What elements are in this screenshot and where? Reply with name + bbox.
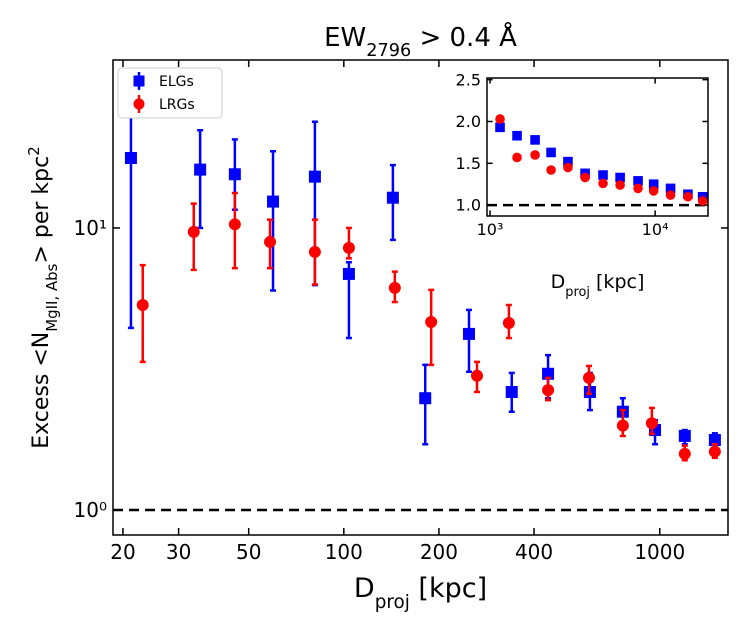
marker — [678, 429, 691, 442]
marker — [267, 195, 280, 208]
marker — [419, 392, 432, 405]
y-axis-label-part: Excess <N — [29, 332, 54, 449]
marker — [665, 190, 676, 200]
x-axis-label-part: D — [354, 573, 375, 604]
legend-marker — [133, 98, 145, 110]
marker — [388, 281, 401, 294]
x-tick-label: 200 — [420, 540, 458, 564]
inset-x-axis-label-part: proj — [565, 285, 590, 300]
marker — [683, 191, 693, 202]
marker — [546, 147, 556, 158]
legend-label: LRGs — [159, 97, 195, 113]
marker — [530, 150, 540, 160]
marker — [708, 445, 721, 458]
x-tick-label: 10³ — [477, 220, 504, 239]
inset-x-axis-label-part: D — [551, 271, 566, 293]
marker — [615, 172, 625, 183]
marker — [563, 162, 573, 173]
marker — [616, 419, 629, 432]
x-tick-label: 50 — [236, 540, 261, 564]
chart-title: EW2796 > 0.4 Å — [324, 21, 517, 61]
marker — [512, 130, 522, 141]
marker — [136, 299, 149, 312]
marker — [615, 180, 625, 190]
y-axis-label-part: MgII, Abs — [43, 263, 61, 331]
marker — [665, 183, 676, 194]
marker — [495, 122, 505, 133]
x-tick-label: 400 — [515, 540, 553, 564]
marker — [678, 447, 691, 460]
x-axis-label-part: [kpc] — [410, 573, 487, 604]
marker — [598, 178, 608, 189]
marker — [598, 170, 608, 180]
marker — [645, 417, 658, 430]
y-tick-label: 1.5 — [456, 154, 481, 173]
chart-title-part: 2796 — [366, 41, 411, 61]
axes-frame — [112, 59, 729, 536]
y-tick-label: 2.5 — [456, 70, 481, 89]
inset-x-axis-label: Dproj [kpc] — [551, 271, 645, 300]
marker — [505, 385, 518, 398]
marker — [582, 371, 595, 384]
marker — [697, 196, 708, 206]
marker — [542, 384, 555, 397]
marker — [563, 156, 573, 167]
marker — [462, 327, 475, 340]
y-tick-label: 10¹ — [74, 216, 107, 240]
marker — [425, 315, 438, 328]
marker — [471, 369, 484, 382]
marker — [512, 152, 522, 163]
marker — [342, 241, 355, 254]
x-tick-label: 20 — [110, 540, 135, 564]
legend: ELGs LRGs — [117, 67, 223, 119]
marker — [187, 225, 200, 238]
x-axis-label: Dproj [kpc] — [354, 573, 487, 613]
marker — [308, 245, 321, 258]
marker — [546, 165, 556, 175]
marker — [502, 317, 515, 330]
x-tick-label: 10⁴ — [642, 220, 669, 239]
x-tick-label: 1000 — [634, 540, 685, 564]
marker — [342, 267, 355, 280]
inset-x-axis-label-part: [kpc] — [590, 271, 644, 293]
marker — [264, 235, 277, 248]
y-axis-label-part: > per kpc — [29, 156, 54, 264]
y-axis-label: Excess <NMgII, Abs> per kpc2 — [25, 146, 61, 449]
marker — [495, 114, 505, 124]
chart-title-part: > 0.4 Å — [411, 21, 517, 53]
marker — [648, 179, 659, 190]
y-axis-label-part: 2 — [25, 146, 43, 156]
marker — [228, 168, 241, 181]
legend-marker — [133, 75, 145, 87]
marker — [530, 135, 540, 145]
marker — [386, 191, 399, 204]
legend-label: ELGs — [159, 74, 194, 90]
marker — [648, 186, 659, 196]
marker — [194, 163, 207, 176]
x-tick-label: 100 — [325, 540, 363, 564]
x-axis-label-part: proj — [375, 592, 410, 613]
y-tick-label: 10⁰ — [74, 498, 107, 522]
axes-frame — [486, 77, 709, 217]
marker — [228, 218, 241, 231]
marker — [633, 183, 643, 194]
marker — [124, 152, 137, 165]
marker — [580, 172, 590, 183]
marker — [633, 176, 643, 186]
y-tick-label: 1.0 — [456, 196, 481, 215]
x-tick-label: 30 — [166, 540, 191, 564]
chart-title-part: EW — [324, 23, 366, 53]
y-tick-label: 2.0 — [456, 112, 481, 131]
marker — [308, 170, 321, 183]
